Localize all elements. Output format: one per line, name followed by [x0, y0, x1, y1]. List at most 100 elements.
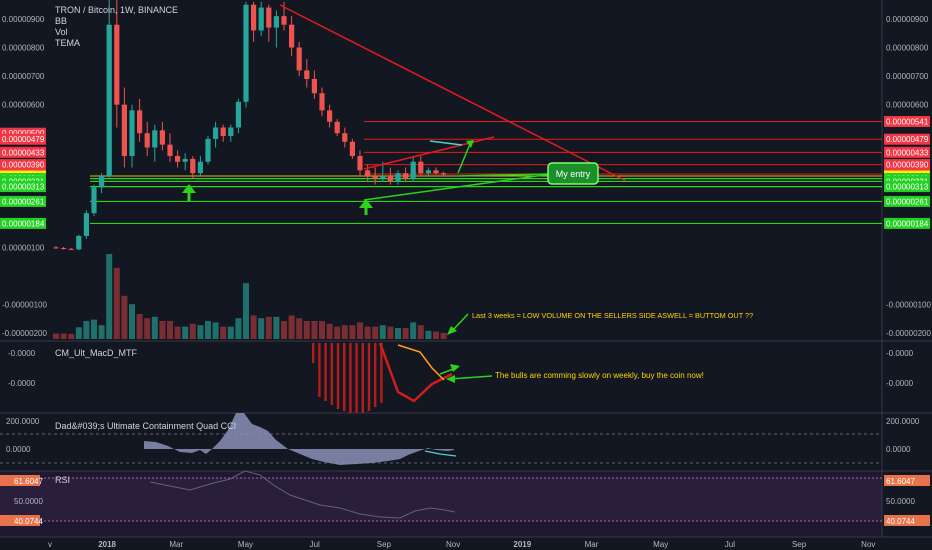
- time-label: Sep: [792, 540, 807, 549]
- candle[interactable]: [357, 150, 363, 177]
- candle[interactable]: [68, 247, 74, 251]
- candle[interactable]: [266, 4, 272, 42]
- candle[interactable]: [334, 118, 340, 137]
- candle[interactable]: [197, 156, 203, 177]
- up-arrow-line[interactable]: [457, 143, 471, 174]
- candle[interactable]: [311, 70, 317, 99]
- candle[interactable]: [213, 121, 219, 148]
- volume-bar: [68, 333, 75, 339]
- candle[interactable]: [129, 104, 135, 168]
- candle[interactable]: [410, 156, 416, 182]
- projection-line[interactable]: [429, 140, 463, 146]
- price-tick: 0.00000600: [886, 101, 929, 110]
- downtrend-line[interactable]: [279, 4, 627, 182]
- candle[interactable]: [425, 167, 431, 177]
- time-label: Jul: [310, 540, 320, 549]
- candle[interactable]: [175, 150, 181, 168]
- candle[interactable]: [61, 246, 67, 250]
- candle[interactable]: [251, 1, 257, 42]
- candle[interactable]: [167, 133, 173, 162]
- candle[interactable]: [304, 58, 310, 88]
- price-tick: -0.00000100: [886, 301, 931, 310]
- volume-bar: [417, 325, 424, 339]
- candles[interactable]: [53, 0, 447, 251]
- candle[interactable]: [220, 124, 226, 142]
- candle[interactable]: [144, 121, 150, 157]
- volume-bar: [220, 326, 227, 339]
- candle[interactable]: [159, 121, 165, 151]
- price-badge-text: 0.00000479: [886, 135, 929, 144]
- volume-bar: [364, 326, 371, 339]
- legend-tema[interactable]: TEMA: [55, 38, 80, 48]
- candle[interactable]: [152, 124, 158, 162]
- candle[interactable]: [83, 210, 89, 239]
- candle[interactable]: [243, 1, 249, 108]
- volume-bar: [281, 321, 287, 339]
- candle[interactable]: [273, 10, 279, 48]
- cci-title: Dad&#039;s Ultimate Containment Quad CCI: [55, 421, 236, 431]
- candle[interactable]: [76, 234, 82, 251]
- volume-bar: [91, 319, 97, 339]
- candle[interactable]: [433, 167, 439, 175]
- candle[interactable]: [91, 184, 97, 216]
- macd-signal-line: [397, 344, 445, 381]
- price-badge-text: 0.00000313: [886, 183, 929, 192]
- price-badge: 0.00000433: [884, 146, 930, 158]
- price-badge: 0.00000313: [884, 181, 930, 193]
- candle[interactable]: [289, 16, 295, 57]
- left-axis-label: 0.00000600: [2, 101, 45, 110]
- candle[interactable]: [387, 167, 393, 185]
- candle[interactable]: [441, 171, 447, 177]
- left-axis-text: -0.00000200: [2, 329, 47, 338]
- candle[interactable]: [418, 156, 424, 177]
- entry-pointer-line[interactable]: [457, 173, 549, 177]
- indicator-axes: -0.0000 -0.0000 -0.0000 -0.0000 200.0000 200.…: [0, 349, 930, 526]
- candle[interactable]: [137, 98, 143, 142]
- volume-bar: [265, 316, 272, 339]
- candle[interactable]: [327, 104, 333, 128]
- price-badge-text: 0.00000433: [886, 148, 929, 157]
- volume-bar: [144, 318, 151, 339]
- candle[interactable]: [372, 167, 378, 185]
- candle[interactable]: [228, 124, 234, 142]
- candle[interactable]: [205, 136, 211, 165]
- volume-bar: [197, 325, 204, 339]
- macd-bar: [380, 343, 383, 403]
- legend-vol[interactable]: Vol: [55, 27, 68, 37]
- left-axis-label: 0.00000390: [0, 159, 46, 171]
- candle[interactable]: [342, 127, 348, 148]
- candle[interactable]: [319, 87, 325, 117]
- legend-bb[interactable]: BB: [55, 16, 67, 26]
- candle[interactable]: [99, 173, 105, 194]
- left-axis-text: 0.00000313: [2, 183, 45, 192]
- entry-label[interactable]: My entry: [547, 162, 599, 185]
- candle[interactable]: [121, 87, 127, 168]
- volume-bar: [136, 314, 143, 339]
- left-axis-text: 0.00000800: [2, 44, 45, 53]
- channel-bottom-line[interactable]: [363, 169, 581, 201]
- candle[interactable]: [258, 1, 264, 37]
- time-label: May: [238, 540, 253, 549]
- volume-bar: [189, 323, 196, 339]
- candle[interactable]: [395, 170, 401, 185]
- candle[interactable]: [182, 153, 188, 171]
- time-label: v: [48, 540, 52, 549]
- candle[interactable]: [53, 245, 59, 249]
- candle[interactable]: [235, 98, 241, 134]
- left-axis-text: -0.00000100: [2, 301, 47, 310]
- macd-bar: [343, 343, 346, 411]
- macd-arrow-a-head: [450, 364, 460, 372]
- candle[interactable]: [296, 41, 302, 77]
- candle[interactable]: [403, 167, 409, 182]
- time-axis[interactable]: v 2018 Mar May Jul Sep Nov 2019 Mar May Jul Sep Nov: [48, 540, 875, 549]
- price-axis[interactable]: 0.00000900 0.00000800 0.00000700 0.00000600…: [884, 15, 931, 338]
- candle[interactable]: [349, 138, 355, 159]
- candle[interactable]: [190, 156, 196, 179]
- volume-note-arrow-head: [447, 326, 457, 335]
- candle[interactable]: [114, 0, 120, 128]
- left-axis-text: 0.00000261: [2, 197, 45, 206]
- candle[interactable]: [106, 0, 112, 179]
- volume-bar: [83, 321, 90, 339]
